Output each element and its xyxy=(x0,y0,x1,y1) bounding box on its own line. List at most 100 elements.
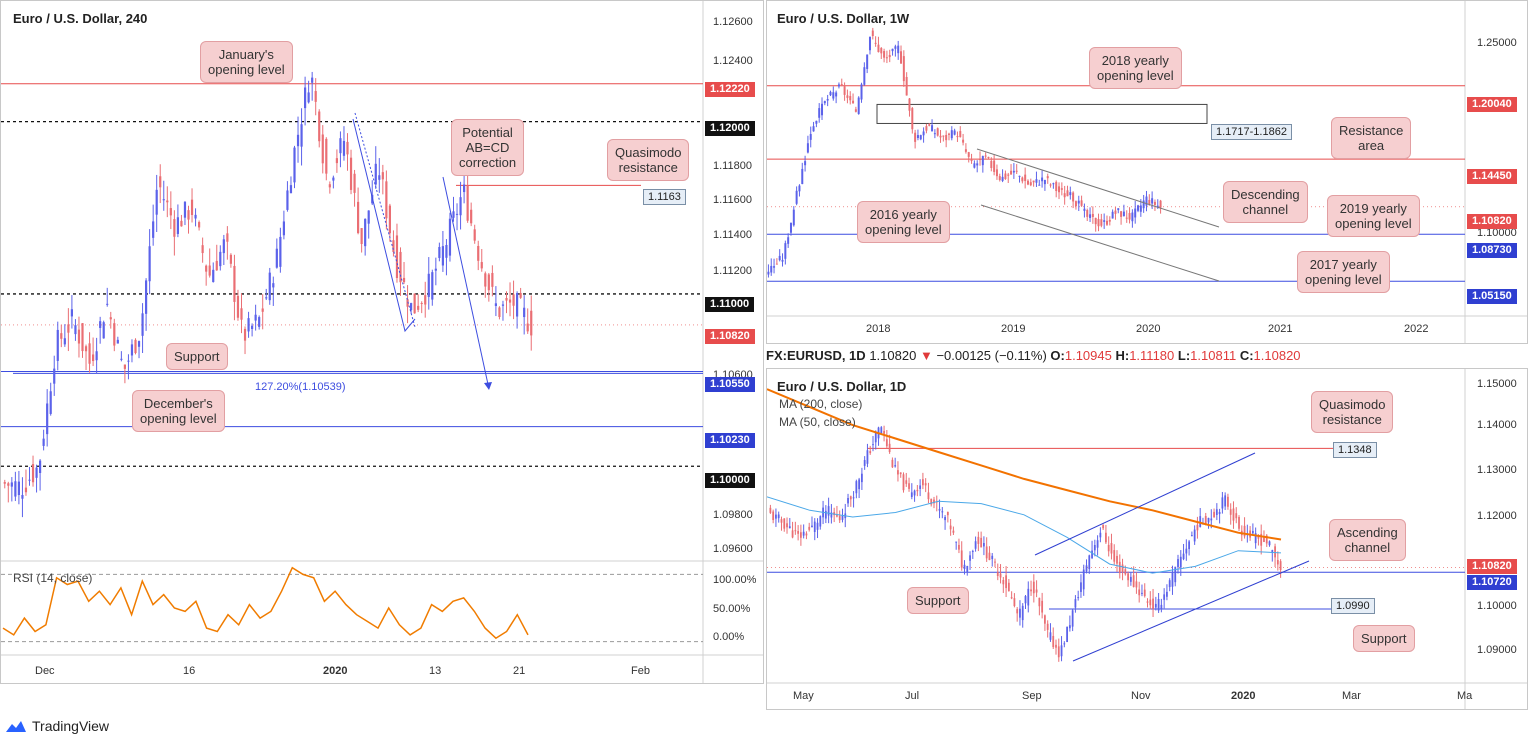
candle-body xyxy=(314,91,317,102)
h4-chart-panel[interactable]: Euro / U.S. Dollar, 240 1.12600 1.12400 … xyxy=(0,0,764,684)
candle-body xyxy=(145,280,148,314)
candle-body xyxy=(902,56,905,82)
candle-body xyxy=(1227,496,1229,507)
weekly-price-label-2018: 1.20040 xyxy=(1467,97,1517,112)
candle-body xyxy=(293,147,296,183)
candle-body xyxy=(914,132,917,142)
candle-body xyxy=(24,487,28,493)
candle-body xyxy=(1035,179,1038,183)
candle-body xyxy=(102,322,105,339)
weekly-chart-canvas[interactable] xyxy=(767,1,1527,343)
daily-chart-panel[interactable]: Euro / U.S. Dollar, 1D MA (200, close) M… xyxy=(766,368,1528,710)
candle-body xyxy=(843,86,846,95)
high-label: H: xyxy=(1115,348,1130,363)
high-value: 1.11180 xyxy=(1129,348,1175,363)
candle-body xyxy=(1141,592,1143,594)
candle-body xyxy=(866,54,869,69)
candle-body xyxy=(866,450,869,464)
candle-body xyxy=(1077,597,1080,599)
candle-body xyxy=(212,269,215,283)
candle-body xyxy=(1108,219,1111,222)
candle-body xyxy=(808,526,811,530)
candle-body xyxy=(364,218,367,247)
daily-y-tick: 1.14000 xyxy=(1477,419,1517,431)
weekly-x-tick: 2022 xyxy=(1404,323,1429,335)
daily-y-tick: 1.10000 xyxy=(1477,600,1517,612)
candle-body xyxy=(974,541,977,549)
candle-body xyxy=(1052,635,1055,648)
candle-body xyxy=(1060,645,1063,657)
candle-body xyxy=(325,138,328,174)
descending-channel-lower xyxy=(980,204,1220,282)
candle-body xyxy=(1127,573,1129,581)
candle-body xyxy=(201,245,204,254)
candle-body xyxy=(374,163,377,185)
rsi-tick: 100.00% xyxy=(713,574,757,586)
candle-body xyxy=(332,177,335,181)
candle-body xyxy=(821,103,824,116)
candle-body xyxy=(240,308,243,320)
candle-body xyxy=(166,200,169,203)
candle-body xyxy=(1251,530,1254,534)
abcd-leg-ab xyxy=(352,118,416,333)
h4-chart-title: Euro / U.S. Dollar, 240 xyxy=(13,11,148,26)
daily-y-tick: 1.09000 xyxy=(1477,644,1517,656)
candle-body xyxy=(930,498,933,505)
candle-body xyxy=(1117,208,1120,211)
candle-body xyxy=(1085,565,1088,572)
candle-body xyxy=(1083,208,1086,211)
candle-body xyxy=(781,259,784,262)
candle-body xyxy=(939,135,942,138)
candle-body xyxy=(92,354,95,362)
candle-body xyxy=(304,87,307,109)
daily-x-tick: Ma xyxy=(1457,690,1473,702)
candle-body xyxy=(1018,175,1021,177)
candle-body xyxy=(1149,599,1152,606)
candle-body xyxy=(1154,603,1157,608)
descending-channel-upper xyxy=(976,148,1220,228)
candle-body xyxy=(783,518,786,529)
candle-body xyxy=(1159,200,1162,208)
candle-body xyxy=(916,489,919,492)
candle-body xyxy=(272,283,275,288)
daily-x-tick: May xyxy=(793,690,814,702)
candle-body xyxy=(455,213,459,215)
candle-body xyxy=(318,111,321,142)
h4-price-label-1-12: 1.12000 xyxy=(705,121,755,136)
candle-body xyxy=(1218,511,1221,515)
candle-body xyxy=(801,168,804,185)
h4-quasimodo-annotation: Quasimodo resistance xyxy=(607,139,690,181)
candle-body xyxy=(402,277,406,283)
candle-body xyxy=(772,511,775,521)
candle-body xyxy=(1096,540,1099,548)
candle-body xyxy=(169,208,172,216)
candle-body xyxy=(846,95,849,98)
candle-body xyxy=(1188,541,1191,550)
candle-body xyxy=(960,550,963,568)
candle-body xyxy=(925,126,928,131)
candle-body xyxy=(824,510,827,519)
h4-january-annotation: January's opening level xyxy=(200,41,293,83)
candle-body xyxy=(798,185,801,192)
candle-body xyxy=(949,525,952,530)
weekly-chart-panel[interactable]: Euro / U.S. Dollar, 1W 1.25000 1.10000 1… xyxy=(766,0,1528,344)
candle-body xyxy=(987,156,990,158)
candle-body xyxy=(1274,546,1276,558)
candle-body xyxy=(1032,581,1035,594)
candle-body xyxy=(321,134,324,164)
weekly-2017-annotation: 2017 yearly opening level xyxy=(1297,251,1390,293)
candle-body xyxy=(967,152,970,157)
tradingview-logo[interactable]: TradingView xyxy=(4,718,109,734)
tradingview-cloud-icon xyxy=(6,721,26,732)
h4-chart-canvas[interactable] xyxy=(1,1,763,683)
candle-body xyxy=(786,523,788,528)
candle-body xyxy=(1128,213,1131,220)
candle-body xyxy=(899,472,902,475)
daily-chart-canvas[interactable] xyxy=(767,369,1527,709)
candle-body xyxy=(1145,196,1148,206)
candle-body xyxy=(855,481,858,494)
candle-body xyxy=(994,561,996,563)
candle-body xyxy=(998,176,1001,181)
candle-body xyxy=(885,57,888,59)
candle-body xyxy=(392,240,395,252)
